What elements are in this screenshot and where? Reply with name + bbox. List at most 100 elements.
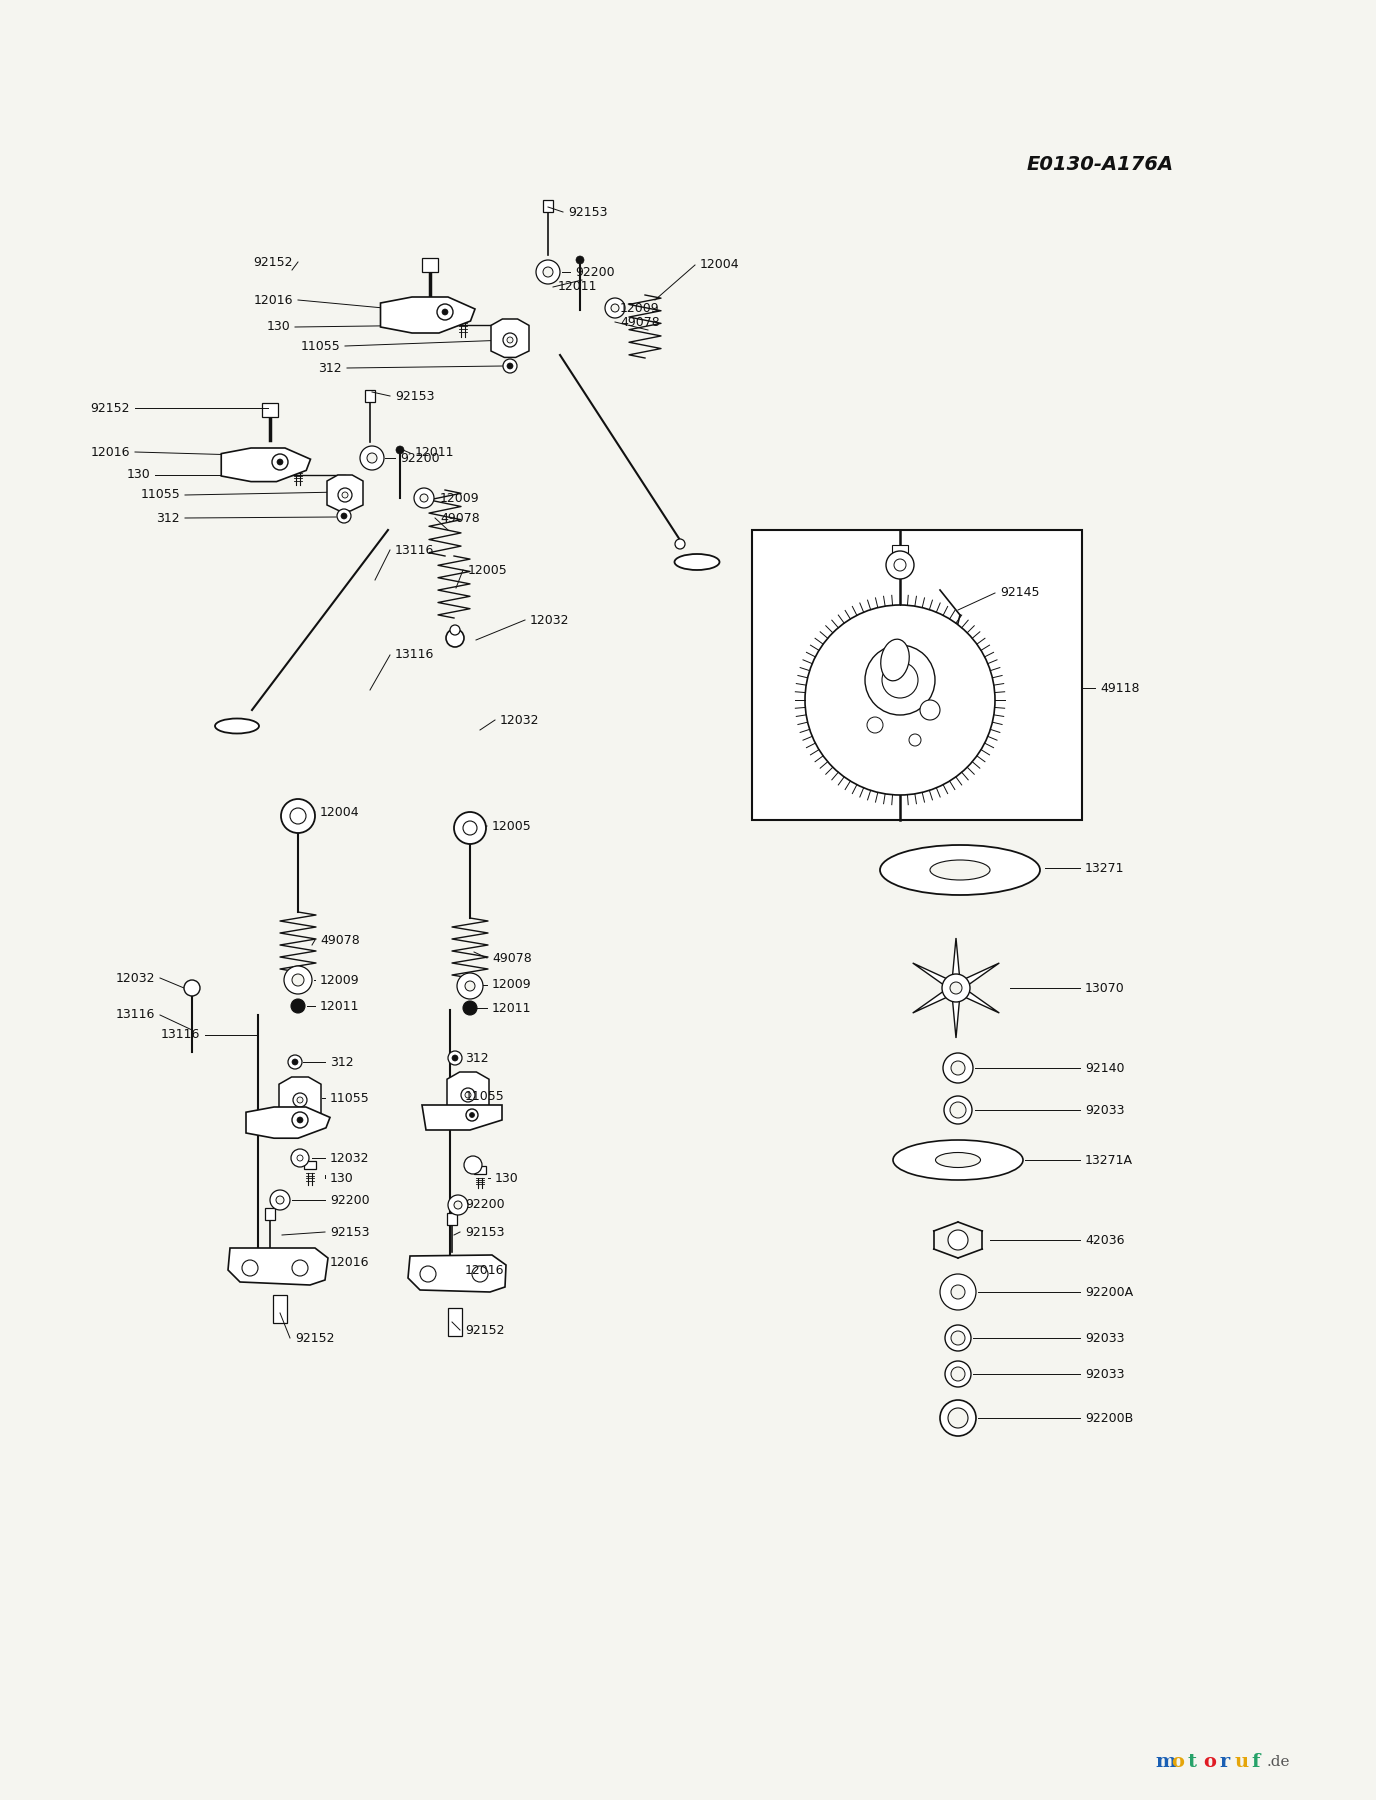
- Circle shape: [465, 981, 475, 992]
- Circle shape: [945, 1325, 971, 1352]
- Circle shape: [420, 493, 428, 502]
- Text: r: r: [1219, 1753, 1229, 1771]
- Polygon shape: [222, 448, 311, 482]
- Circle shape: [944, 1096, 971, 1123]
- Circle shape: [945, 1361, 971, 1388]
- Text: 12016: 12016: [465, 1264, 505, 1276]
- Circle shape: [290, 999, 305, 1013]
- Text: 92200: 92200: [465, 1199, 505, 1211]
- Circle shape: [544, 266, 553, 277]
- Ellipse shape: [215, 718, 259, 734]
- Circle shape: [951, 1366, 965, 1381]
- Circle shape: [506, 337, 513, 344]
- Circle shape: [396, 446, 405, 454]
- Text: E0130-A176A: E0130-A176A: [1026, 155, 1174, 175]
- Text: 11055: 11055: [300, 340, 340, 353]
- Ellipse shape: [881, 639, 910, 680]
- Bar: [422, 257, 438, 272]
- Circle shape: [466, 1109, 477, 1121]
- Text: 11055: 11055: [465, 1091, 505, 1103]
- Circle shape: [940, 1400, 976, 1436]
- Circle shape: [337, 509, 351, 524]
- Text: 12009: 12009: [493, 979, 531, 992]
- Text: 49078: 49078: [493, 952, 531, 965]
- Circle shape: [292, 1260, 308, 1276]
- Text: 92152: 92152: [294, 1332, 334, 1345]
- Text: 130: 130: [495, 1172, 519, 1184]
- Circle shape: [277, 459, 283, 464]
- Text: 130: 130: [266, 320, 290, 333]
- Ellipse shape: [454, 812, 486, 844]
- Circle shape: [676, 538, 685, 549]
- Text: 92033: 92033: [1086, 1103, 1124, 1116]
- Polygon shape: [228, 1247, 327, 1285]
- Ellipse shape: [446, 628, 464, 646]
- Text: 12011: 12011: [493, 1001, 531, 1015]
- Text: 130: 130: [330, 1172, 354, 1184]
- Polygon shape: [447, 1073, 488, 1116]
- Text: 92200: 92200: [330, 1193, 370, 1206]
- Text: 13271: 13271: [1086, 862, 1124, 875]
- Circle shape: [457, 974, 483, 999]
- Circle shape: [940, 1274, 976, 1310]
- Text: 13116: 13116: [161, 1028, 200, 1042]
- Bar: [292, 461, 304, 470]
- Ellipse shape: [281, 799, 315, 833]
- Circle shape: [420, 1265, 436, 1282]
- Text: 12009: 12009: [321, 974, 359, 986]
- Text: 13070: 13070: [1086, 981, 1124, 994]
- Bar: [753, 529, 1082, 821]
- Circle shape: [805, 605, 995, 796]
- Circle shape: [438, 304, 453, 320]
- Text: 92152: 92152: [91, 401, 129, 414]
- Polygon shape: [409, 1255, 506, 1292]
- Circle shape: [454, 1201, 462, 1210]
- Text: 13116: 13116: [116, 1008, 155, 1022]
- Text: 12004: 12004: [321, 806, 359, 819]
- Circle shape: [943, 1053, 973, 1084]
- Circle shape: [537, 259, 560, 284]
- Text: f: f: [1251, 1753, 1259, 1771]
- Circle shape: [442, 310, 449, 315]
- Bar: [449, 1309, 462, 1336]
- Circle shape: [297, 1156, 303, 1161]
- Polygon shape: [327, 475, 363, 511]
- Text: 92033: 92033: [1086, 1332, 1124, 1345]
- Circle shape: [343, 491, 348, 499]
- Circle shape: [882, 662, 918, 698]
- Ellipse shape: [674, 554, 720, 571]
- Circle shape: [504, 333, 517, 347]
- Text: t: t: [1187, 1753, 1196, 1771]
- Circle shape: [292, 974, 304, 986]
- Circle shape: [270, 1190, 290, 1210]
- Circle shape: [949, 1102, 966, 1118]
- Circle shape: [242, 1260, 259, 1276]
- Text: 49078: 49078: [440, 511, 480, 524]
- Text: 13116: 13116: [395, 648, 435, 662]
- Bar: [304, 1161, 316, 1168]
- Text: 49118: 49118: [1099, 682, 1139, 695]
- Bar: [544, 200, 553, 212]
- Circle shape: [292, 1058, 299, 1066]
- Ellipse shape: [893, 1139, 1022, 1181]
- Text: 92140: 92140: [1086, 1062, 1124, 1075]
- Text: 92153: 92153: [330, 1226, 370, 1238]
- Circle shape: [464, 1156, 482, 1174]
- Text: 312: 312: [330, 1055, 354, 1069]
- Circle shape: [611, 304, 619, 311]
- Text: 11055: 11055: [330, 1091, 370, 1105]
- Circle shape: [184, 979, 200, 995]
- Text: 12016: 12016: [330, 1256, 370, 1269]
- Text: 92153: 92153: [395, 389, 435, 403]
- Circle shape: [921, 700, 940, 720]
- Circle shape: [283, 967, 312, 994]
- Circle shape: [361, 446, 384, 470]
- Bar: [473, 1166, 486, 1174]
- Text: 312: 312: [318, 362, 343, 374]
- Circle shape: [605, 299, 625, 319]
- Circle shape: [894, 560, 905, 571]
- Polygon shape: [912, 990, 948, 1013]
- Circle shape: [297, 1096, 303, 1103]
- Text: 12032: 12032: [116, 972, 155, 985]
- Circle shape: [462, 821, 477, 835]
